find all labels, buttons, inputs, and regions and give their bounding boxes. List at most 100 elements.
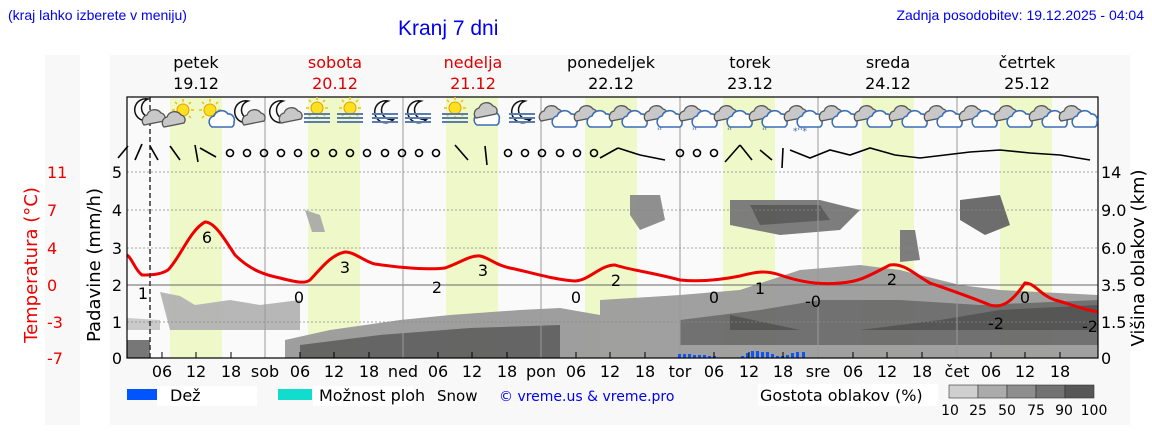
day-header-tue: torek 23.12 bbox=[727, 53, 773, 93]
svg-text:12: 12 bbox=[600, 362, 620, 381]
svg-text:06: 06 bbox=[428, 362, 448, 381]
svg-text:18: 18 bbox=[635, 362, 655, 381]
svg-text:2: 2 bbox=[432, 278, 442, 297]
svg-text:06: 06 bbox=[843, 362, 863, 381]
svg-text:100: 100 bbox=[1081, 403, 1108, 419]
temperature-labels: 1 6 0 3 2 3 0 2 0 1 -0 2 -2 0 -2 bbox=[138, 228, 1098, 336]
legend-snow-label: Snow bbox=[437, 387, 477, 405]
svg-text:sre: sre bbox=[806, 362, 830, 381]
day-header-sat: sobota 20.12 bbox=[307, 53, 363, 93]
day-header-mon: ponedeljek 22.12 bbox=[567, 53, 655, 93]
svg-text:sob: sob bbox=[251, 362, 279, 381]
rain-bars bbox=[678, 351, 805, 358]
svg-text:06: 06 bbox=[566, 362, 586, 381]
legend-shower-swatch bbox=[278, 389, 312, 400]
svg-text:14: 14 bbox=[1101, 163, 1121, 182]
svg-text:25: 25 bbox=[969, 403, 987, 419]
svg-text:06: 06 bbox=[981, 362, 1001, 381]
legend-rain-swatch bbox=[127, 389, 161, 400]
svg-text:18: 18 bbox=[359, 362, 379, 381]
svg-text:4: 4 bbox=[47, 239, 57, 258]
svg-text:2: 2 bbox=[611, 271, 621, 290]
svg-text:pon: pon bbox=[526, 362, 556, 381]
svg-text:3: 3 bbox=[478, 261, 488, 280]
svg-text:'': '' bbox=[692, 127, 697, 137]
cloud-density-map bbox=[127, 195, 1098, 358]
day-header-wed: sreda 24.12 bbox=[865, 53, 911, 93]
svg-text:5: 5 bbox=[112, 163, 122, 182]
cloud-density-scale bbox=[948, 384, 1095, 399]
region-hint: (kraj lahko izberete v meniju) bbox=[8, 7, 187, 23]
svg-text:12: 12 bbox=[877, 362, 897, 381]
day-header-thu: četrtek 25.12 bbox=[998, 53, 1056, 93]
svg-text:Padavine (mm/h): Padavine (mm/h) bbox=[84, 188, 105, 342]
svg-text:1: 1 bbox=[138, 284, 148, 303]
svg-text:9.0: 9.0 bbox=[1101, 201, 1126, 220]
svg-text:Višina oblakov (km): Višina oblakov (km) bbox=[1128, 169, 1149, 346]
svg-text:06: 06 bbox=[290, 362, 310, 381]
svg-text:1: 1 bbox=[112, 313, 122, 332]
temperature-line bbox=[126, 220, 1099, 314]
svg-text:7: 7 bbox=[47, 201, 57, 220]
svg-text:'': '' bbox=[657, 127, 662, 137]
svg-text:12: 12 bbox=[739, 362, 759, 381]
svg-text:90: 90 bbox=[1055, 403, 1073, 419]
svg-text:tor: tor bbox=[669, 362, 692, 381]
svg-text:12: 12 bbox=[462, 362, 482, 381]
last-updated: Zadnja posodobitev: 19.12.2025 - 04:04 bbox=[896, 7, 1144, 23]
copyright-link: © vreme.us & vreme.pro bbox=[499, 389, 674, 405]
svg-text:12: 12 bbox=[324, 362, 344, 381]
svg-text:75: 75 bbox=[1027, 403, 1045, 419]
svg-text:18: 18 bbox=[497, 362, 517, 381]
svg-text:-2: -2 bbox=[988, 314, 1004, 333]
svg-text:-2: -2 bbox=[1082, 317, 1098, 336]
svg-text:06: 06 bbox=[152, 362, 172, 381]
svg-text:18: 18 bbox=[221, 362, 241, 381]
svg-text:1.5: 1.5 bbox=[1101, 313, 1126, 332]
cloud-density-label: Gostota oblakov (%) bbox=[760, 386, 923, 405]
svg-text:3: 3 bbox=[112, 239, 122, 258]
svg-text:18: 18 bbox=[912, 362, 932, 381]
svg-text:-7: -7 bbox=[47, 349, 63, 368]
svg-text:18: 18 bbox=[1050, 362, 1070, 381]
svg-text:2: 2 bbox=[887, 270, 897, 289]
svg-text:0: 0 bbox=[1020, 288, 1030, 307]
svg-text:3.5: 3.5 bbox=[1101, 276, 1126, 295]
svg-text:ned: ned bbox=[388, 362, 418, 381]
svg-text:6: 6 bbox=[202, 228, 212, 247]
svg-text:0: 0 bbox=[47, 276, 57, 295]
svg-text:'': '' bbox=[727, 127, 732, 137]
svg-text:'': '' bbox=[762, 127, 767, 137]
wind-symbols bbox=[117, 143, 1091, 169]
legend-shower-label: Možnost ploh bbox=[319, 386, 425, 405]
svg-text:12: 12 bbox=[1015, 362, 1035, 381]
svg-text:06: 06 bbox=[704, 362, 724, 381]
svg-text:0: 0 bbox=[112, 349, 122, 368]
svg-text:čet: čet bbox=[945, 362, 970, 381]
x-axis-labels: 06 12 18 sob 06 12 18 ned 06 12 18 pon 0… bbox=[152, 362, 1070, 381]
page-title: Kranj 7 dni bbox=[398, 17, 499, 40]
svg-text:-0: -0 bbox=[805, 292, 821, 311]
svg-text:2: 2 bbox=[112, 276, 122, 295]
day-header-sun: nedelja 21.12 bbox=[443, 53, 503, 93]
weather-icons: '' '' '' '' *''* bbox=[133, 96, 1099, 137]
temp-axis-panel bbox=[45, 55, 80, 425]
legend-rain-label: Dež bbox=[170, 386, 201, 405]
svg-text:-3: -3 bbox=[47, 313, 63, 332]
svg-text:50: 50 bbox=[998, 403, 1016, 419]
svg-text:10: 10 bbox=[941, 403, 959, 419]
svg-text:0: 0 bbox=[1101, 349, 1111, 368]
svg-text:Temperatura (°C): Temperatura (°C) bbox=[21, 187, 42, 344]
svg-text:*''*: *''* bbox=[793, 127, 807, 137]
svg-text:18: 18 bbox=[773, 362, 793, 381]
svg-text:0: 0 bbox=[571, 288, 581, 307]
day-header-fri: petek 19.12 bbox=[173, 53, 219, 93]
svg-text:11: 11 bbox=[47, 163, 67, 182]
svg-text:3: 3 bbox=[340, 258, 350, 277]
svg-text:1: 1 bbox=[755, 279, 765, 298]
svg-text:0: 0 bbox=[709, 288, 719, 307]
svg-text:0: 0 bbox=[294, 288, 304, 307]
svg-text:6.0: 6.0 bbox=[1101, 239, 1126, 258]
svg-text:12: 12 bbox=[186, 362, 206, 381]
